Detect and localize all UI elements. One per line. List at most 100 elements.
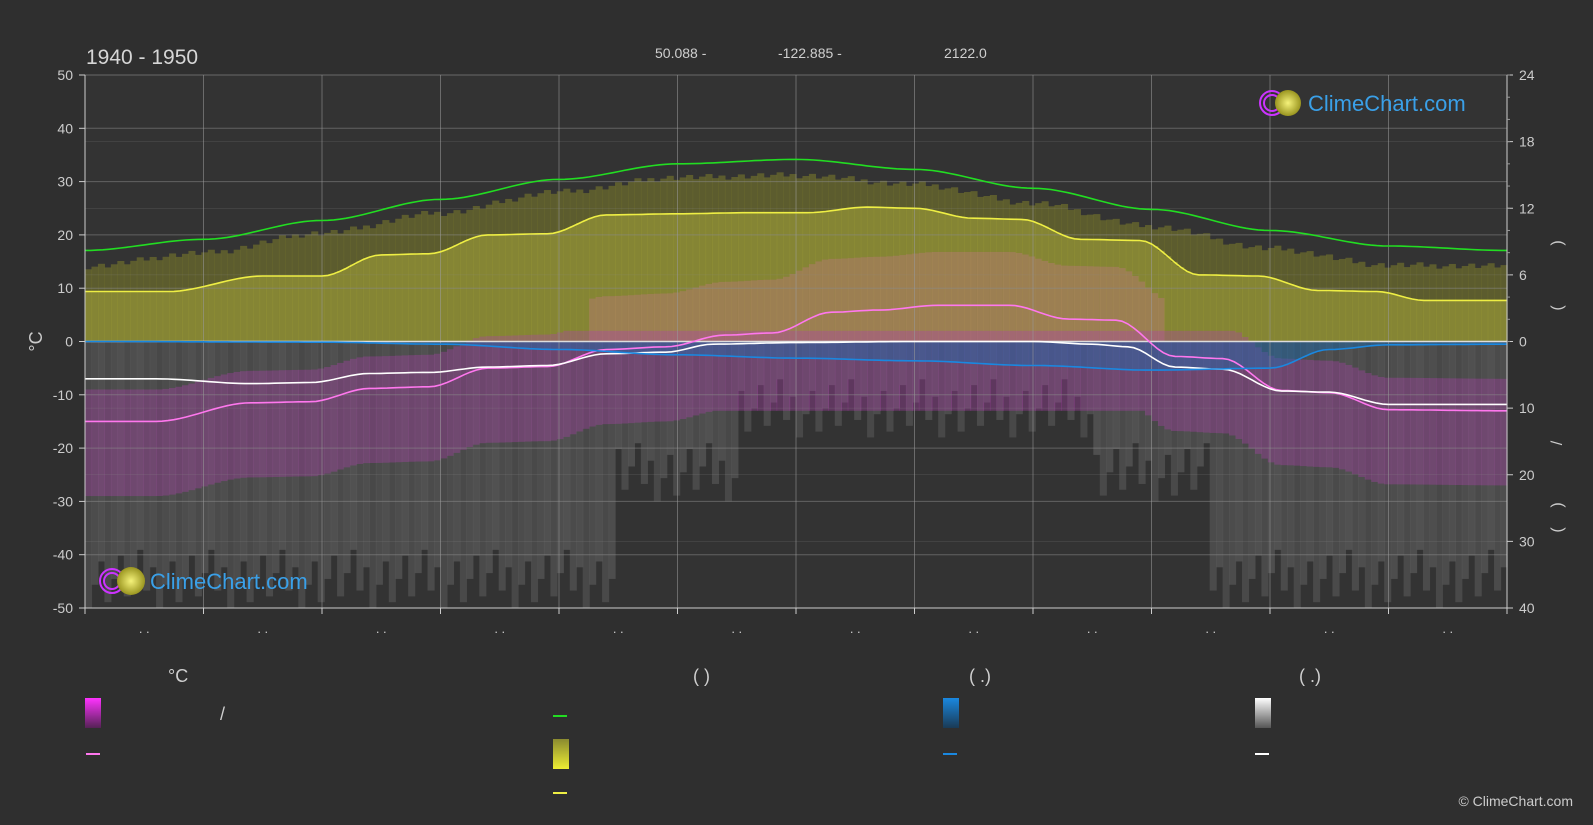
snow-column — [880, 341, 888, 391]
x-tick-label: . . — [850, 621, 861, 636]
temp-glow-bar — [970, 251, 978, 342]
sunshine-bar — [653, 214, 661, 342]
sunshine-bar — [867, 207, 875, 342]
precip-bar — [873, 341, 881, 361]
left-tick-label: 40 — [57, 120, 73, 136]
precip-bar — [1319, 341, 1327, 351]
sunshine-bar — [1099, 239, 1107, 342]
precip-bar — [724, 341, 732, 357]
sunshine-bar — [796, 212, 804, 342]
temp-glow-bar — [802, 267, 810, 342]
temp-range-bar — [207, 377, 215, 485]
temp-range-bar — [317, 368, 325, 476]
temp-range-bar — [892, 330, 901, 411]
snow-column — [867, 341, 875, 438]
precip-bar — [582, 341, 590, 351]
snow-column — [181, 341, 190, 579]
temp-range-bar — [459, 343, 467, 450]
sunshine-bar — [744, 212, 752, 342]
snow-column — [1300, 341, 1308, 585]
snow-column — [207, 341, 215, 550]
temp-range-bar — [731, 330, 739, 411]
precip-bar — [421, 341, 429, 345]
temp-range-bar — [925, 330, 933, 411]
precip-bar — [757, 341, 765, 358]
right-axis-paren: ( — [1549, 305, 1566, 311]
temp-glow-bar — [834, 258, 842, 342]
precip-bar — [1196, 341, 1204, 370]
sunshine-bar — [375, 254, 383, 342]
snow-column — [731, 341, 739, 479]
temp-glow-bar — [718, 281, 726, 342]
sunshine-bar — [395, 254, 403, 342]
legend-sunshine-swatch — [553, 739, 569, 769]
snow-column — [1170, 341, 1178, 496]
snow-column — [466, 341, 474, 579]
temp-glow-bar — [647, 293, 655, 342]
snow-column — [821, 341, 829, 409]
temp-range-bar — [362, 356, 370, 464]
snow-column — [1177, 341, 1185, 473]
temp-range-bar — [757, 330, 765, 411]
sunshine-bar — [227, 280, 235, 342]
sunshine-bar — [91, 291, 99, 342]
precip-bar — [427, 341, 435, 345]
temp-range-bar — [576, 330, 584, 432]
x-tick-label: . . — [1087, 621, 1098, 636]
logo-bottom: ClimeChart.com — [99, 567, 308, 595]
precip-bar — [1371, 341, 1379, 346]
sunshine-bar — [976, 218, 985, 342]
sunshine-bar — [1190, 274, 1198, 342]
precip-bar — [1390, 341, 1398, 345]
precip-bar — [1403, 341, 1411, 345]
sunshine-bar — [1248, 275, 1256, 342]
temp-range-bar — [1170, 330, 1178, 432]
sunshine-bar — [434, 252, 442, 342]
sunshine-bar — [188, 289, 196, 342]
legend-temp-unit: °C — [168, 666, 189, 686]
temp-glow-bar — [679, 291, 687, 342]
temp-range-bar — [1287, 358, 1295, 466]
temp-range-bar — [711, 330, 720, 411]
precip-bar — [440, 341, 448, 345]
temp-glow-bar — [808, 264, 816, 342]
snow-column — [582, 341, 590, 608]
temp-range-bar — [763, 330, 771, 411]
snow-column — [647, 341, 655, 461]
snow-column — [1364, 341, 1372, 608]
snow-column — [1125, 341, 1133, 467]
sunshine-bar — [143, 291, 151, 342]
x-tick-label: . . — [376, 621, 387, 636]
snow-column — [763, 341, 771, 426]
sunshine-bar — [1254, 275, 1262, 342]
sunshine-bar — [828, 210, 836, 342]
precip-bar — [770, 341, 778, 358]
temp-glow-bar — [1132, 275, 1140, 342]
snow-column — [285, 341, 293, 591]
snow-column — [85, 341, 93, 608]
temp-range-bar — [265, 370, 274, 478]
temp-glow-bar — [666, 293, 674, 342]
snow-column — [808, 341, 816, 391]
precip-bar — [556, 341, 564, 350]
sunshine-bar — [1435, 300, 1443, 342]
temp-range-bar — [492, 336, 500, 443]
snow-column — [608, 341, 616, 579]
temp-range-bar — [1377, 376, 1385, 484]
temp-range-bar — [873, 330, 881, 411]
snow-column — [796, 341, 804, 438]
sunshine-bar — [1448, 300, 1456, 342]
temp-range-bar — [1448, 378, 1456, 485]
snow-column — [149, 341, 157, 568]
sunshine-bar — [246, 276, 254, 342]
sunshine-bar — [543, 233, 551, 342]
right-tick-label-mm: 20 — [1519, 467, 1535, 483]
temp-range-bar — [1442, 378, 1450, 485]
temp-range-bar — [556, 332, 564, 440]
sunshine-bar — [156, 291, 164, 342]
snow-column — [518, 341, 526, 585]
snow-column — [1313, 341, 1321, 603]
precip-bar — [1280, 341, 1288, 366]
sunshine-bar — [615, 214, 623, 342]
sunshine-bar — [1293, 286, 1301, 342]
